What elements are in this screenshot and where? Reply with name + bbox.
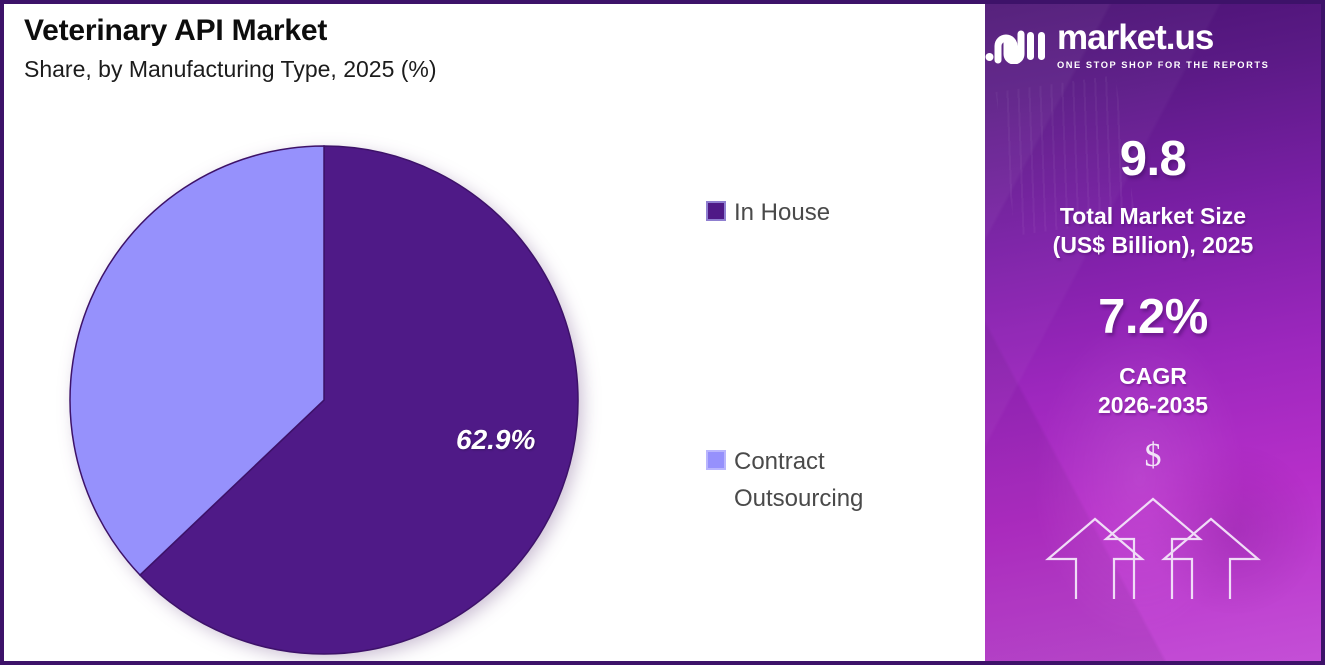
stat-market-size-caption-line1: Total Market Size bbox=[1059, 203, 1247, 229]
page-title: Veterinary API Market bbox=[24, 14, 328, 47]
chart-legend: In House Contract Outsourcing bbox=[706, 194, 966, 661]
brand-logo[interactable]: market.us ONE STOP SHOP FOR THE REPORTS bbox=[985, 20, 1321, 73]
stat-cagr-caption: CAGR 2026-2035 bbox=[1098, 362, 1208, 421]
stat-market-size-value: 9.8 bbox=[1119, 132, 1187, 186]
pie-slice-in-house[interactable] bbox=[138, 145, 579, 655]
brand-logo-tagline: ONE STOP SHOP FOR THE REPORTS bbox=[1057, 60, 1270, 70]
legend-item-in-house[interactable]: In House bbox=[706, 194, 966, 231]
brand-panel: market.us ONE STOP SHOP FOR THE REPORTS … bbox=[985, 4, 1321, 661]
legend-swatch-icon-contract-outsourcing bbox=[706, 450, 726, 471]
upward-arrows-icon bbox=[1045, 497, 1261, 599]
legend-item-contract-outsourcing[interactable]: Contract Outsourcing bbox=[706, 443, 966, 517]
growth-arrows-graphic: $ bbox=[985, 429, 1321, 661]
brand-content: market.us ONE STOP SHOP FOR THE REPORTS … bbox=[985, 4, 1321, 661]
pie-slices-svg bbox=[69, 145, 579, 655]
stat-market-size-caption-line2: (US$ Billion), 2025 bbox=[1052, 232, 1254, 259]
legend-label-in-house: In House bbox=[734, 199, 831, 226]
brand-logo-word: market.us bbox=[1057, 18, 1214, 57]
brand-background-texture bbox=[985, 4, 1321, 661]
legend-label-contract-outsourcing: Contract Outsourcing bbox=[734, 448, 864, 513]
chart-header: Veterinary API Market Share, by Manufact… bbox=[24, 14, 437, 83]
chart-subtitle: Share, by Manufacturing Type, 2025 (%) bbox=[24, 56, 437, 82]
dollar-sign-icon: $ bbox=[1144, 436, 1162, 474]
stat-market-size-caption: Total Market Size (US$ Billion), 2025 bbox=[1053, 202, 1254, 261]
pie-data-label-in-house: 62.9% bbox=[456, 424, 536, 455]
chart-panel: Veterinary API Market Share, by Manufact… bbox=[4, 4, 985, 661]
legend-swatch-icon-in-house bbox=[706, 201, 726, 221]
market-us-logo-icon bbox=[985, 24, 1047, 69]
stat-cagr-caption-line2: 2026-2035 bbox=[1098, 392, 1208, 419]
brand-logo-text-group: market.us ONE STOP SHOP FOR THE REPORTS bbox=[1057, 20, 1321, 73]
stat-cagr-caption-line1: CAGR bbox=[1119, 362, 1187, 389]
pie-chart: 62.9% bbox=[66, 142, 582, 658]
pie-slice-contract-outsourcing[interactable] bbox=[69, 145, 325, 577]
stat-cagr-value: 7.2% bbox=[1098, 289, 1208, 344]
